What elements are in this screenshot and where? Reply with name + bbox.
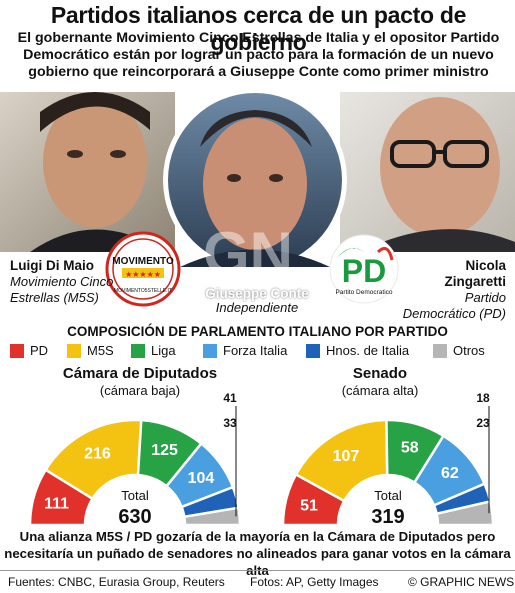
person-left-party: Movimiento Cinco Estrellas (M5S)	[10, 274, 114, 305]
person-center-party: Independiente	[215, 300, 299, 315]
deputies-value-label: 125	[151, 442, 178, 459]
deputies-segment-forza-italia	[164, 441, 235, 509]
deputies-segment-liga	[136, 418, 204, 488]
page-title: Partidos italianos cerca de un pacto de …	[50, 2, 467, 55]
chamber-title-senate: Senado	[352, 365, 408, 382]
senate-total-value: 319	[371, 506, 404, 528]
senate-value-label: 51	[300, 498, 318, 515]
deputies-total-label: Total	[121, 488, 149, 503]
person-right-name: Nicola Zingaretti	[444, 258, 506, 289]
deputies-segment-otros	[182, 506, 242, 527]
pd-logo-text: PD	[342, 253, 386, 289]
deputies-segment-m5s	[43, 418, 143, 501]
deputies-callout-label: 33	[223, 416, 237, 430]
senate-callout-label: 23	[476, 416, 490, 430]
deputies-value-label: 216	[84, 446, 111, 463]
legend-label-pd: PD	[30, 343, 49, 358]
portraits-illustration: GN MOVIMENTO ★★★★★ MOVIMENTO5STELLE.IT P…	[0, 88, 515, 307]
senate-segment-otros	[435, 499, 495, 527]
deputies-total-value: 630	[118, 506, 151, 528]
legend-label-hnos-italia: Hnos. de Italia	[326, 343, 410, 358]
footnote: Una alianza M5S / PD gozaría de la mayor…	[4, 529, 511, 578]
deputies-value-label: 111	[44, 496, 69, 513]
person-right-party: Partido Democrático (PD)	[402, 290, 506, 321]
chamber-subtitle-senate: (cámara alta)	[341, 383, 419, 398]
section-title: COMPOSICIÓN DE PARLAMENTO ITALIANO POR P…	[67, 324, 448, 339]
m5s-logo: MOVIMENTO ★★★★★ MOVIMENTO5STELLE.IT	[105, 231, 181, 307]
deputies-value-label: 104	[188, 470, 215, 487]
senate-segment-liga	[385, 418, 446, 485]
photo-band: GN MOVIMENTO ★★★★★ MOVIMENTO5STELLE.IT P…	[0, 88, 515, 324]
legend-label-forza-italia: Forza Italia	[223, 343, 288, 358]
footer-credit: © GRAPHIC NEWS	[408, 575, 515, 589]
portrait-center-face	[203, 118, 307, 250]
senate-value-label: 62	[441, 465, 459, 482]
footer-photos: Fotos: AP, Getty Images	[250, 575, 379, 589]
legend-swatch-hnos-italia	[306, 344, 320, 358]
senate-value-label: 107	[333, 448, 360, 465]
chamber-title-deputies: Cámara de Diputados	[62, 365, 218, 382]
watermark-gn: GN	[203, 220, 293, 287]
legend-label-otros: Otros	[453, 343, 485, 358]
person-left-name: Luigi Di Maio	[10, 258, 94, 273]
portrait-left-face	[43, 96, 147, 228]
senate-segment-hnos-de-italia	[432, 482, 492, 516]
senate-callout-label: 18	[476, 391, 490, 405]
senate-segment-m5s	[294, 418, 389, 503]
chamber-subtitle-deputies: (cámara baja)	[99, 383, 181, 398]
deputies-segment-hnos-de-italia	[180, 485, 241, 519]
legend-swatch-forza-italia	[203, 344, 217, 358]
portrait-right-face	[380, 97, 500, 237]
page-subtitle: El gobernante Movimiento Cinco Estrellas…	[17, 30, 500, 80]
senate-segment-forza-italia	[412, 434, 487, 507]
m5s-logo-text: MOVIMENTO	[112, 256, 174, 267]
legend-swatch-pd	[10, 344, 24, 358]
legend-swatch-liga	[131, 344, 145, 358]
m5s-stars-icon: ★★★★★	[125, 270, 161, 279]
footer-sources: Fuentes: CNBC, Eurasia Group, Reuters	[8, 575, 225, 589]
pd-logo-caption: Partito Democratico	[335, 289, 392, 296]
legend-swatch-otros	[433, 344, 447, 358]
legend-swatch-m5s	[67, 344, 81, 358]
person-center-name: Giuseppe Conte	[205, 286, 309, 301]
senate-value-label: 58	[401, 439, 419, 456]
senate-total-label: Total	[374, 488, 402, 503]
deputies-segment-pd	[28, 468, 95, 527]
footer: Fuentes: CNBC, Eurasia Group, Reuters Fo…	[0, 570, 515, 593]
senate-segment-pd	[281, 472, 346, 527]
legend-label-liga: Liga	[151, 343, 176, 358]
m5s-logo-url: MOVIMENTO5STELLE.IT	[114, 288, 172, 294]
legend-label-m5s: M5S	[87, 343, 114, 358]
pd-logo: PD Partito Democratico	[329, 234, 399, 304]
legend: PD M5S Liga Forza Italia Hnos. de Italia…	[10, 342, 510, 360]
